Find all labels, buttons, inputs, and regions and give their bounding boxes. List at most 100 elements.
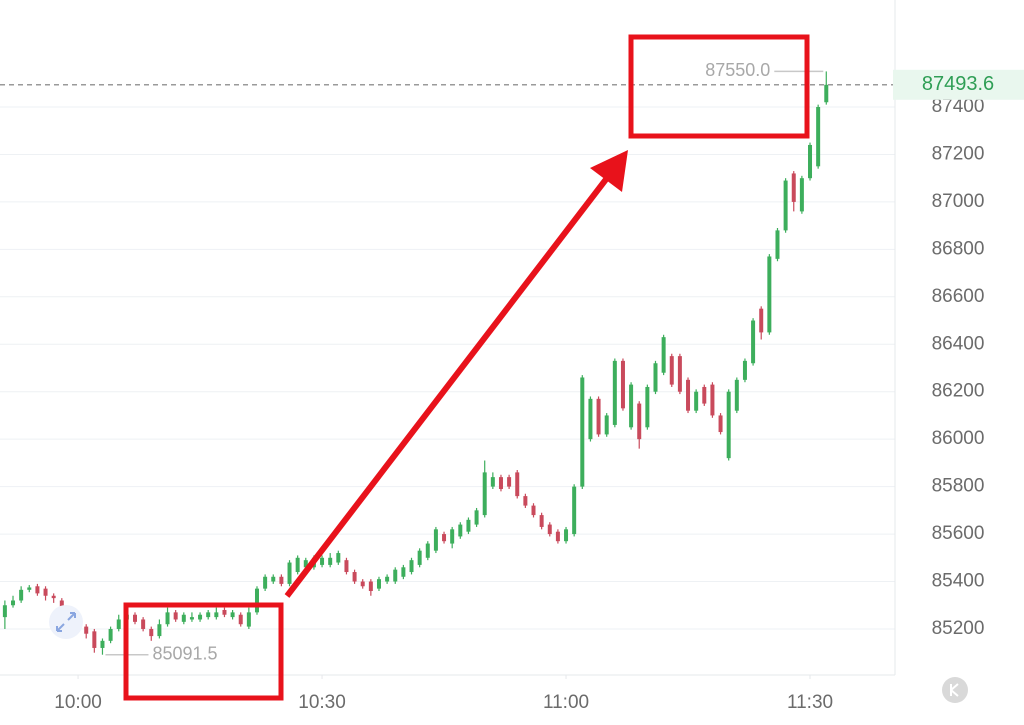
candle-body (35, 586, 40, 594)
candle-body (320, 557, 325, 565)
candle-body (710, 384, 715, 416)
y-tick-label: 85600 (932, 523, 985, 544)
candle-body (19, 589, 24, 601)
candle-body (466, 519, 471, 532)
candle-body (596, 398, 601, 435)
candle-body (580, 377, 585, 487)
candle-body (677, 356, 682, 392)
candle-body (799, 178, 804, 212)
candles (2, 71, 829, 655)
candle-body (637, 403, 642, 440)
candle-body (222, 609, 227, 615)
candle-body (442, 534, 447, 542)
y-tick-label: 85400 (932, 571, 985, 592)
candle-body (189, 617, 194, 620)
kline-toggle[interactable] (942, 677, 968, 703)
candle-body (507, 477, 512, 487)
y-tick-label: 86000 (932, 428, 985, 449)
candle-body (238, 614, 243, 625)
candle-body (450, 529, 455, 544)
x-tick-label: 10:00 (54, 692, 102, 713)
candle-body (718, 415, 723, 433)
candle-body (645, 386, 650, 428)
candle-body (230, 612, 235, 618)
candle-body (572, 486, 577, 535)
candle-body (336, 553, 341, 563)
annotation (123, 34, 810, 701)
candle-body (214, 612, 219, 618)
candle-body (783, 180, 788, 231)
candle-body (116, 619, 121, 629)
candle-body (791, 173, 796, 202)
candle-body (360, 581, 365, 587)
candle-body (498, 477, 503, 489)
candle-body (173, 612, 178, 620)
y-tick-label: 87400 (932, 96, 985, 117)
candle-body (393, 569, 398, 582)
highlight-box (123, 602, 284, 701)
candle-body (43, 588, 48, 596)
candle-body (816, 107, 821, 167)
expand-icon[interactable] (49, 605, 83, 639)
last-price-label: 87493.6 (922, 73, 994, 95)
y-tick-label: 85200 (932, 618, 985, 639)
candle-body (303, 560, 308, 568)
candle-body (246, 612, 251, 627)
grid: 85200 85400 85600 85800 86000 86200 86400 86600… (0, 96, 984, 713)
candle-body (539, 515, 544, 527)
y-tick-label: 86400 (932, 333, 985, 354)
y-tick-label: 87200 (932, 143, 985, 164)
candle-body (653, 363, 658, 392)
arrow-head (590, 150, 628, 192)
candle-body (742, 360, 747, 380)
expand-icon-bg[interactable] (49, 605, 83, 639)
candle-body (206, 612, 211, 618)
low-marker-label: 85091.5 (152, 643, 217, 663)
candle-body (555, 531, 560, 542)
candle-body (254, 588, 259, 613)
candle-body (287, 562, 292, 584)
candle-body (824, 84, 829, 103)
candle-body (433, 529, 438, 551)
candle-body (425, 543, 430, 558)
candle-body (328, 557, 333, 565)
candle-body (27, 587, 32, 590)
candle-body (759, 308, 764, 333)
candle-body (271, 576, 276, 582)
x-tick-label: 11:00 (543, 692, 589, 713)
x-tick-label: 11:30 (787, 692, 833, 713)
candle-body (490, 477, 495, 487)
candle-body (474, 510, 479, 525)
candle-body (458, 524, 463, 537)
candle-body (515, 472, 520, 497)
candle-body (84, 626, 89, 634)
candle-body (92, 631, 97, 648)
candle-body (588, 398, 593, 440)
y-tick-label: 86600 (932, 286, 985, 307)
y-tick-label: 87000 (932, 191, 985, 212)
candle-body (376, 579, 381, 589)
candle-body (165, 612, 170, 625)
expand-icon-glyph (56, 612, 76, 632)
candle-body (401, 567, 406, 577)
candle-body (686, 379, 691, 411)
candle-body (181, 614, 186, 622)
y-tick-label: 85800 (932, 476, 985, 497)
candle-body (157, 624, 162, 637)
kline-toggle-bg[interactable] (942, 677, 968, 703)
highlight-box (628, 34, 810, 139)
kline-toggle-glyph (950, 683, 959, 697)
candle-body (620, 360, 625, 409)
candle-body (352, 572, 357, 582)
candle-body (149, 628, 154, 637)
candle-body (100, 640, 105, 648)
candle-body (604, 415, 609, 435)
candle-body (368, 581, 373, 592)
candle-body (11, 600, 16, 606)
last-price-tag (893, 69, 1024, 100)
candle-body (564, 529, 569, 542)
candle-body (51, 595, 56, 599)
y-tick-label: 86800 (932, 238, 985, 259)
candle-body (702, 386, 707, 404)
candle-body (808, 144, 813, 179)
